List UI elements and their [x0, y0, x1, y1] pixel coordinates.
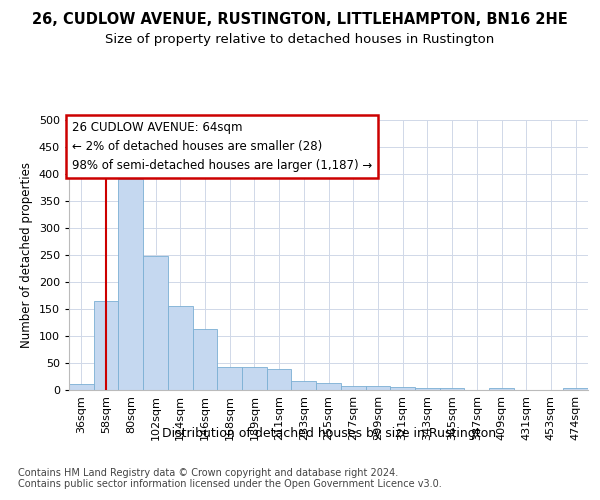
- Bar: [267, 370, 292, 390]
- Text: 26 CUDLOW AVENUE: 64sqm
← 2% of detached houses are smaller (28)
98% of semi-det: 26 CUDLOW AVENUE: 64sqm ← 2% of detached…: [71, 122, 372, 172]
- Bar: [69, 384, 94, 390]
- Text: Size of property relative to detached houses in Rustington: Size of property relative to detached ho…: [106, 32, 494, 46]
- Bar: [168, 306, 193, 390]
- Bar: [94, 301, 118, 390]
- Text: Contains HM Land Registry data © Crown copyright and database right 2024.
Contai: Contains HM Land Registry data © Crown c…: [18, 468, 442, 489]
- Bar: [341, 386, 365, 390]
- Bar: [118, 180, 143, 390]
- Text: 26, CUDLOW AVENUE, RUSTINGTON, LITTLEHAMPTON, BN16 2HE: 26, CUDLOW AVENUE, RUSTINGTON, LITTLEHAM…: [32, 12, 568, 28]
- Bar: [365, 386, 390, 390]
- Y-axis label: Number of detached properties: Number of detached properties: [20, 162, 33, 348]
- Bar: [242, 368, 267, 390]
- Bar: [193, 329, 217, 390]
- Bar: [489, 388, 514, 390]
- Bar: [217, 367, 242, 390]
- Bar: [316, 383, 341, 390]
- Bar: [292, 381, 316, 390]
- Bar: [143, 256, 168, 390]
- Bar: [563, 388, 588, 390]
- Text: Distribution of detached houses by size in Rustington: Distribution of detached houses by size …: [162, 428, 496, 440]
- Bar: [440, 388, 464, 390]
- Bar: [390, 388, 415, 390]
- Bar: [415, 388, 440, 390]
